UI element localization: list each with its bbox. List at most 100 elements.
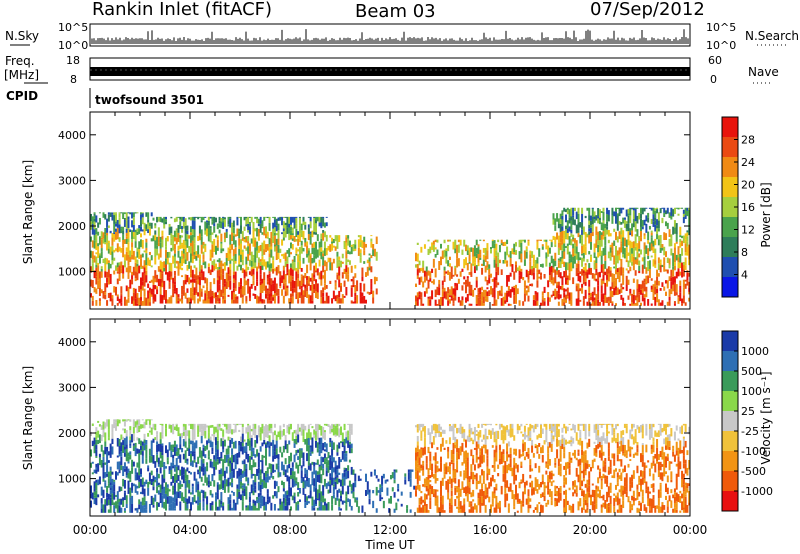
velocity-cell [300, 470, 303, 479]
velocity-cell [107, 429, 110, 438]
velocity-cell [222, 429, 225, 437]
power-cell [556, 267, 559, 271]
velocity-cell [456, 495, 459, 499]
power-cell [118, 262, 121, 266]
power-cell [173, 244, 176, 250]
power-cell [256, 281, 259, 286]
power-cell [611, 250, 614, 258]
velocity-cell [179, 501, 182, 504]
power-cell [143, 267, 146, 274]
velocity-cell [482, 478, 485, 484]
power-cell [152, 235, 155, 242]
power-cell [325, 284, 328, 289]
power-cell [616, 236, 619, 243]
velocity-cell [416, 435, 419, 442]
power-cell [198, 285, 201, 293]
power-cell [661, 264, 664, 268]
power-cell [622, 267, 625, 274]
velocity-cell [134, 508, 137, 511]
power-cell [550, 242, 553, 248]
power-cell [182, 289, 185, 296]
velocity-cell [98, 434, 101, 444]
power-cell [334, 235, 337, 242]
power-cell [150, 212, 153, 217]
power-cell [547, 245, 550, 255]
power-cell [625, 223, 628, 229]
power-cell [488, 264, 491, 269]
velocity-cell [466, 461, 469, 470]
power-cell [361, 240, 364, 249]
velocity-cell [129, 479, 132, 482]
velocity-cell [90, 500, 92, 508]
power-cell [107, 242, 110, 249]
velocity-cell [241, 493, 244, 496]
power-cell [600, 250, 603, 256]
velocity-cell [125, 495, 128, 504]
power-cell [441, 296, 444, 306]
velocity-cell [466, 457, 469, 462]
power-cell [670, 248, 673, 256]
velocity-cell [116, 420, 119, 427]
power-cell [286, 272, 289, 276]
power-cell [688, 284, 691, 289]
power-cell [566, 228, 569, 234]
velocity-cell [345, 437, 348, 444]
velocity-cell [282, 503, 285, 511]
power-cell [172, 255, 175, 264]
velocity-cell [275, 463, 278, 470]
velocity-cell [422, 499, 425, 503]
velocity-cell [111, 478, 114, 486]
velocity-cell [311, 461, 314, 465]
power-cell [679, 253, 682, 263]
velocity-cell [248, 438, 251, 441]
velocity-cell [134, 421, 137, 428]
velocity-cell [213, 426, 216, 435]
power-cell [654, 210, 657, 218]
power-cell [313, 216, 316, 218]
velocity-cell [490, 423, 492, 426]
velocity-cell [338, 423, 341, 426]
power-cell [156, 236, 159, 246]
velocity-cell [131, 482, 134, 491]
velocity-cell [157, 490, 160, 495]
power-cell [606, 279, 609, 287]
power-cell [468, 247, 471, 255]
power-cell [415, 283, 417, 288]
power-cell [295, 216, 298, 218]
power-cell [586, 269, 589, 273]
power-cell [575, 211, 578, 220]
velocity-cell [479, 451, 482, 456]
velocity-cell [150, 456, 153, 463]
power-cell [350, 278, 353, 282]
power-cell [190, 226, 192, 233]
power-cell [198, 276, 201, 286]
velocity-cell [148, 503, 151, 513]
power-cell [150, 238, 153, 242]
power-cell [620, 258, 623, 267]
power-cell [304, 237, 307, 243]
power-cell [311, 280, 314, 285]
power-cell [493, 284, 496, 290]
power-cell [313, 255, 316, 263]
velocity-cell [107, 460, 110, 463]
velocity-cell [131, 490, 134, 493]
velocity-cell [373, 470, 376, 476]
power-cell [359, 253, 362, 258]
velocity-cell [254, 433, 257, 438]
velocity-cell [441, 504, 444, 510]
power-cell [291, 269, 294, 277]
power-cell [581, 245, 584, 254]
velocity-cell [282, 464, 285, 472]
velocity-cell [154, 461, 157, 468]
power-cell [279, 286, 282, 289]
velocity-cell [248, 502, 251, 511]
velocity-cell [218, 426, 221, 431]
velocity-cell [441, 437, 444, 447]
velocity-cell [313, 486, 316, 492]
power-cell [259, 284, 262, 293]
power-cell [116, 296, 119, 301]
power-cell [315, 241, 317, 250]
velocity-cell [245, 468, 248, 477]
power-cell [245, 264, 248, 272]
power-cell [91, 263, 94, 272]
